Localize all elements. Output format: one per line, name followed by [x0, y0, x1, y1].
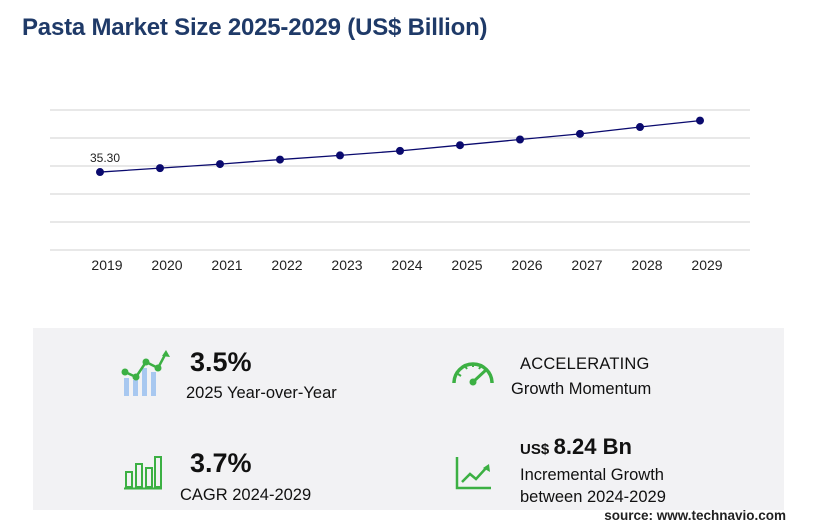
- data-labels: 35.30: [90, 151, 120, 165]
- momentum-label: Growth Momentum: [511, 380, 652, 398]
- bar-chart-icon: [124, 456, 162, 490]
- bar-growth-icon: [121, 350, 170, 396]
- data-point-2022: [276, 155, 284, 164]
- data-points: [96, 116, 704, 177]
- incremental-value: 8.24 Bn: [553, 434, 632, 459]
- x-tick-2024: 2024: [391, 257, 422, 273]
- x-tick-2027: 2027: [571, 257, 602, 273]
- x-tick-2029: 2029: [691, 257, 722, 273]
- x-tick-2021: 2021: [211, 257, 242, 273]
- data-point-2021: [216, 160, 224, 169]
- yoy-value: 3.5%: [190, 347, 252, 377]
- grid-lines: [50, 109, 750, 251]
- data-point-2019: [96, 168, 104, 177]
- x-tick-2020: 2020: [151, 257, 182, 273]
- incremental-label-1: Incremental Growth: [520, 466, 664, 484]
- x-tick-2023: 2023: [331, 257, 362, 273]
- x-axis-ticks: 2019 2020 2021 2022 2023 2024 2025 2026 2027 2028…: [91, 257, 722, 273]
- x-tick-2019: 2019: [91, 257, 122, 273]
- data-point-2025: [456, 141, 464, 150]
- cagr-value: 3.7%: [190, 448, 252, 478]
- x-tick-2028: 2028: [631, 257, 662, 273]
- series-line: [99, 119, 701, 173]
- momentum-value: ACCELERATING: [520, 355, 650, 373]
- incremental-unit: US$: [520, 441, 550, 458]
- incremental-label-2: between 2024-2029: [520, 488, 666, 506]
- speedometer-icon: [452, 362, 494, 386]
- series-line-path: [99, 119, 701, 173]
- data-point-2023: [336, 151, 344, 160]
- stats-panel: [33, 328, 784, 510]
- source-note: source: www.technavio.com: [604, 508, 786, 523]
- data-point-2027: [576, 129, 584, 138]
- x-tick-2022: 2022: [271, 257, 302, 273]
- x-tick-2026: 2026: [511, 257, 542, 273]
- data-point-2020: [156, 164, 164, 173]
- incremental-value-line: US$ 8.24 Bn: [520, 434, 632, 460]
- data-point-2026: [516, 135, 524, 144]
- line-chart: 2019 2020 2021 2022 2023 2024 2025 2026 2027 2028…: [50, 109, 750, 273]
- data-label: 35.30: [90, 151, 120, 165]
- x-tick-2025: 2025: [451, 257, 482, 273]
- cagr-label: CAGR 2024-2029: [180, 486, 312, 504]
- chart-title: Pasta Market Size 2025-2029 (US$ Billion…: [22, 14, 488, 41]
- yoy-label: 2025 Year-over-Year: [186, 384, 337, 402]
- data-point-2029: [696, 116, 704, 125]
- data-point-2024: [396, 146, 404, 155]
- trend-line-icon: [455, 457, 491, 490]
- data-point-2028: [636, 123, 644, 132]
